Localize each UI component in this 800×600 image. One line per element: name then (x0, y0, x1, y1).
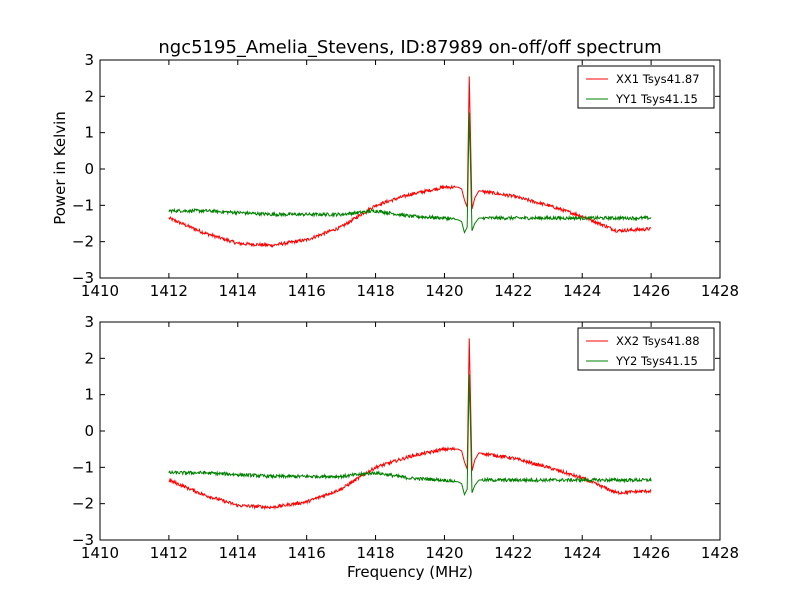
y-tick-label: 2 (84, 87, 94, 105)
x-tick-label: 1410 (81, 544, 119, 562)
y-tick-label: 0 (84, 160, 94, 178)
x-tick-label: 1426 (632, 282, 670, 300)
legend-entry: XX1 Tsys41.87 (616, 72, 700, 86)
x-axis-label: Frequency (MHz) (347, 563, 473, 581)
plot-panel: 1410 1412 1414 1416 1418 1420 1422 1424 1426 1428… (72, 313, 739, 562)
x-tick-label: 1428 (701, 282, 739, 300)
y-tick-label: −1 (72, 458, 94, 476)
series-line (168, 112, 652, 234)
x-tick-label: 1410 (81, 282, 119, 300)
x-tick-label: 1414 (219, 544, 257, 562)
y-tick-label: −1 (72, 196, 94, 214)
legend: XX1 Tsys41.87 YY1 Tsys41.15 (577, 65, 715, 109)
x-tick-label: 1422 (494, 282, 532, 300)
x-tick-label: 1424 (563, 282, 601, 300)
y-tick-label: 1 (84, 124, 94, 142)
legend-entry: YY2 Tsys41.15 (615, 354, 698, 368)
x-tick-label: 1422 (494, 544, 532, 562)
x-tick-label: 1418 (356, 544, 394, 562)
y-tick-label: −3 (72, 269, 94, 287)
x-tick-label: 1428 (701, 544, 739, 562)
legend-box (577, 327, 715, 371)
figure-title: ngc5195_Amelia_Stevens, ID:87989 on-off/… (158, 37, 661, 58)
y-tick-label: 1 (84, 386, 94, 404)
y-tick-label: −3 (72, 531, 94, 549)
x-tick-label: 1420 (425, 282, 463, 300)
y-tick-label: 3 (84, 51, 94, 69)
legend: XX2 Tsys41.88 YY2 Tsys41.15 (577, 327, 715, 371)
x-tick-label: 1416 (288, 544, 326, 562)
plot-panel: 1410 1412 1414 1416 1418 1420 1422 1424 1426 1428… (72, 51, 739, 300)
x-tick-label: 1424 (563, 544, 601, 562)
series-line (168, 338, 652, 511)
x-tick-label: 1420 (425, 544, 463, 562)
legend-box (577, 65, 715, 109)
x-tick-label: 1416 (288, 282, 326, 300)
x-tick-label: 1414 (219, 282, 257, 300)
y-tick-label: −2 (72, 233, 94, 251)
y-tick-label: −2 (72, 495, 94, 513)
y-tick-label: 3 (84, 313, 94, 331)
legend-entry: XX2 Tsys41.88 (616, 334, 700, 348)
x-tick-label: 1426 (632, 544, 670, 562)
legend-entry: YY1 Tsys41.15 (615, 92, 698, 106)
series-line (168, 76, 652, 248)
series-line (168, 374, 652, 496)
plot-panels: 1410 1412 1414 1416 1418 1420 1422 1424 1426 1428… (72, 51, 739, 562)
y-axis-label: Power in Kelvin (51, 111, 69, 225)
x-tick-label: 1412 (150, 282, 188, 300)
x-tick-label: 1418 (356, 282, 394, 300)
y-tick-label: 2 (84, 349, 94, 367)
y-tick-label: 0 (84, 422, 94, 440)
x-tick-label: 1412 (150, 544, 188, 562)
